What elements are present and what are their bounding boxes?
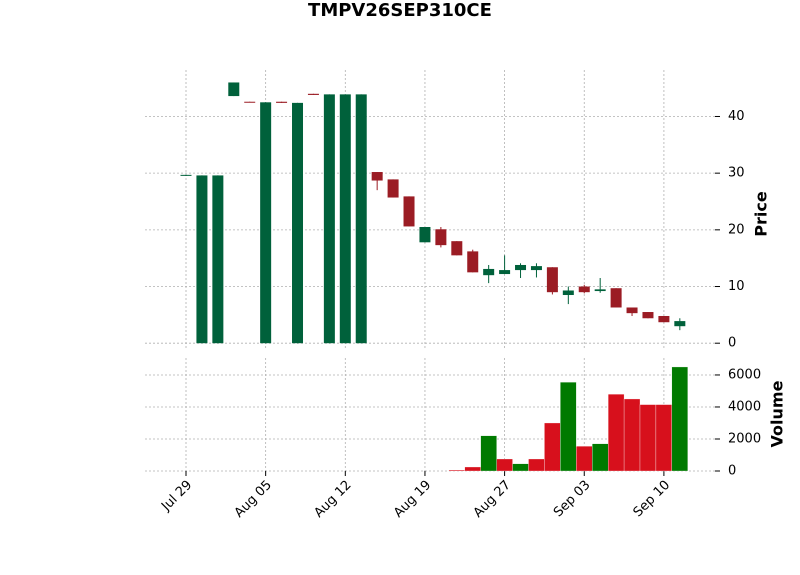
candle-body [371, 172, 383, 181]
candle-body [387, 179, 399, 198]
candle-body [180, 174, 192, 176]
candle-body [244, 101, 256, 103]
volume-bar [623, 398, 641, 472]
volume-bar [607, 394, 625, 472]
candle-body [339, 94, 351, 344]
candle-body [276, 101, 288, 103]
candle-body [515, 264, 527, 271]
candle-body [307, 93, 319, 95]
volume-bar [464, 466, 481, 472]
y-tick-label: 30 [728, 166, 745, 181]
volume-bar [671, 366, 688, 472]
candle-body [674, 321, 686, 327]
candle-body [594, 289, 606, 292]
x-tick-label: Sep 10 [631, 478, 674, 521]
x-tick-label: Aug 19 [391, 478, 434, 521]
volume-bar [544, 422, 561, 472]
candle-body [467, 251, 479, 273]
candle-body [355, 94, 367, 344]
candle-body [260, 102, 272, 344]
candle-body [610, 288, 622, 308]
candle-body [499, 270, 511, 275]
volume-bar [639, 404, 657, 472]
x-tick-label: Aug 05 [232, 478, 275, 521]
candle-body [530, 266, 542, 271]
volume-bar [528, 458, 545, 472]
volume-bar [496, 458, 513, 472]
x-tick-label: Sep 03 [551, 478, 594, 521]
y2-tick-label: 6000 [728, 367, 761, 382]
candle-body [435, 229, 447, 246]
y-tick-label: 40 [728, 109, 745, 124]
x-tick-label: Aug 12 [311, 478, 354, 521]
y-tick-label: 10 [728, 279, 745, 294]
y2-axis-label: Volume [768, 380, 787, 447]
candle-body [212, 175, 224, 344]
candle-body [196, 175, 208, 344]
candle-body [483, 268, 495, 276]
x-tick-label: Aug 27 [471, 478, 514, 521]
volume-bar [655, 404, 673, 472]
x-tick-label: Jul 29 [158, 478, 195, 515]
candle-body [546, 267, 558, 293]
candle-body [451, 241, 463, 256]
candle-body [642, 312, 654, 319]
candle-body [228, 82, 240, 97]
volume-bar [560, 382, 577, 472]
chart-title: TMPV26SEP310CE [308, 0, 492, 21]
candle-body [292, 102, 304, 344]
candle-body [403, 196, 415, 227]
y-tick-label: 20 [728, 222, 745, 237]
y-axis-label: Price [752, 191, 771, 237]
candle-body [323, 94, 335, 344]
volume-bar [576, 446, 593, 472]
y2-tick-label: 2000 [728, 431, 761, 446]
candle-body [658, 315, 670, 323]
volume-bar [448, 469, 465, 472]
candle-body [626, 307, 638, 314]
y2-tick-label: 4000 [728, 399, 761, 414]
candle-body [562, 290, 574, 296]
y2-tick-label: 0 [728, 464, 736, 479]
candle-body [419, 227, 431, 243]
candle-body [578, 286, 590, 293]
volume-bar [512, 463, 529, 472]
volume-bar [592, 443, 609, 472]
y-tick-label: 0 [728, 336, 736, 351]
volume-bar [480, 435, 497, 472]
